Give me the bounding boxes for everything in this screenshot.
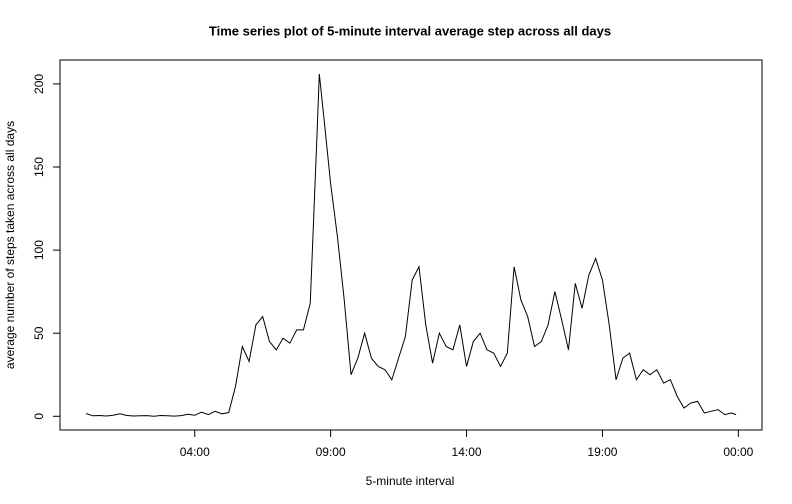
x-tick-label: 19:00 (587, 445, 617, 459)
x-tick-label: 00:00 (723, 445, 753, 459)
y-tick-label: 0 (32, 413, 46, 420)
chart-title: Time series plot of 5-minute interval av… (209, 23, 611, 38)
x-axis-label: 5-minute interval (366, 474, 455, 488)
x-tick-label: 14:00 (452, 445, 482, 459)
plot-frame (59, 59, 763, 431)
y-tick-label: 150 (32, 157, 46, 177)
y-tick-label: 50 (32, 326, 46, 340)
y-tick-label: 200 (32, 74, 46, 94)
data-line (85, 73, 737, 417)
y-tick-label: 100 (32, 240, 46, 260)
x-tick-label: 09:00 (316, 445, 346, 459)
x-tick-label: 04:00 (180, 445, 210, 459)
y-axis-label: average number of steps taken across all… (3, 121, 17, 369)
